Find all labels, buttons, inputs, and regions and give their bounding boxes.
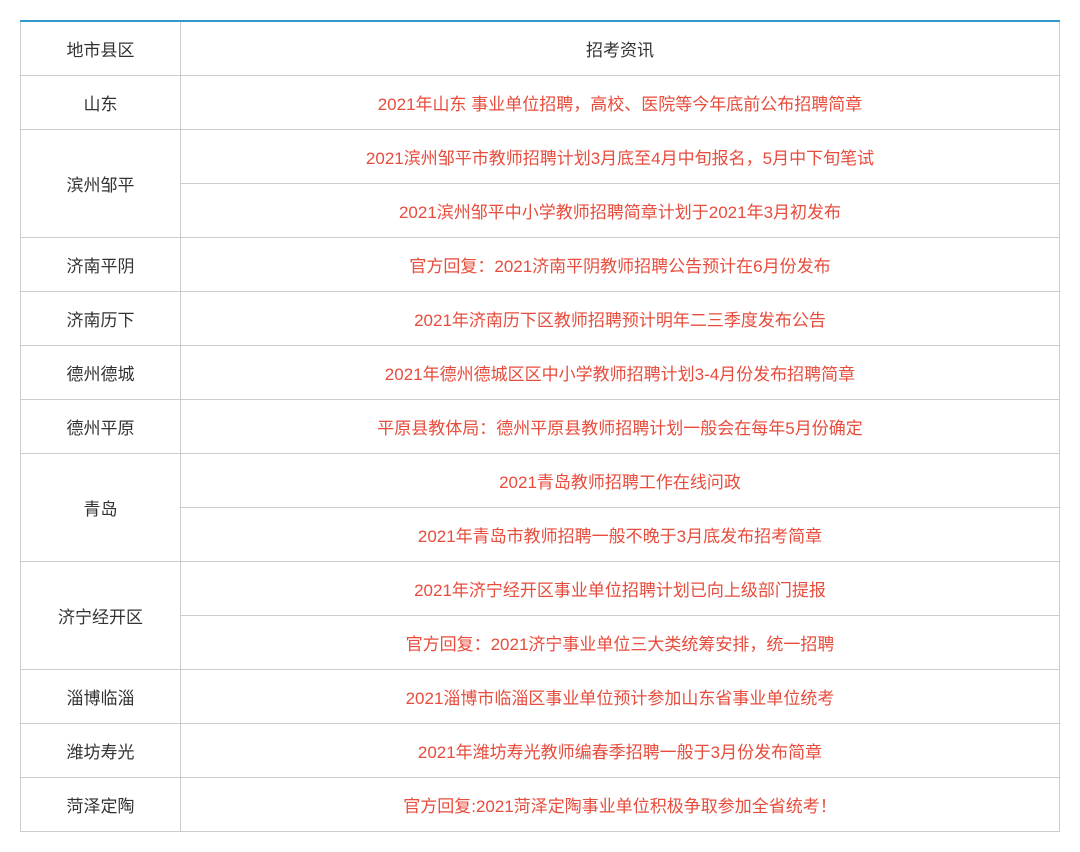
table-row: 滨州邹平 2021滨州邹平市教师招聘计划3月底至4月中旬报名，5月中下旬笔试 bbox=[21, 130, 1060, 184]
info-cell[interactable]: 官方回复:2021菏泽定陶事业单位积极争取参加全省统考！ bbox=[181, 778, 1060, 832]
info-cell[interactable]: 2021青岛教师招聘工作在线问政 bbox=[181, 454, 1060, 508]
info-cell[interactable]: 2021年济宁经开区事业单位招聘计划已向上级部门提报 bbox=[181, 562, 1060, 616]
info-cell[interactable]: 2021年德州德城区区中小学教师招聘计划3-4月份发布招聘简章 bbox=[181, 346, 1060, 400]
info-cell[interactable]: 2021淄博市临淄区事业单位预计参加山东省事业单位统考 bbox=[181, 670, 1060, 724]
table-row: 潍坊寿光 2021年潍坊寿光教师编春季招聘一般于3月份发布简章 bbox=[21, 724, 1060, 778]
info-cell[interactable]: 2021年潍坊寿光教师编春季招聘一般于3月份发布简章 bbox=[181, 724, 1060, 778]
district-cell: 济南平阴 bbox=[21, 238, 181, 292]
table-header-row: 地市县区 招考资讯 bbox=[21, 21, 1060, 76]
info-cell[interactable]: 2021年山东 事业单位招聘，高校、医院等今年底前公布招聘简章 bbox=[181, 76, 1060, 130]
district-cell: 菏泽定陶 bbox=[21, 778, 181, 832]
table-row: 菏泽定陶 官方回复:2021菏泽定陶事业单位积极争取参加全省统考！ bbox=[21, 778, 1060, 832]
district-cell: 德州平原 bbox=[21, 400, 181, 454]
table-row: 山东 2021年山东 事业单位招聘，高校、医院等今年底前公布招聘简章 bbox=[21, 76, 1060, 130]
district-cell: 青岛 bbox=[21, 454, 181, 562]
table-row: 德州平原 平原县教体局：德州平原县教师招聘计划一般会在每年5月份确定 bbox=[21, 400, 1060, 454]
recruitment-table-wrapper: 地市县区 招考资讯 山东 2021年山东 事业单位招聘，高校、医院等今年底前公布… bbox=[20, 20, 1060, 832]
table-row: 济南平阴 官方回复：2021济南平阴教师招聘公告预计在6月份发布 bbox=[21, 238, 1060, 292]
info-cell[interactable]: 官方回复：2021济南平阴教师招聘公告预计在6月份发布 bbox=[181, 238, 1060, 292]
table-row: 青岛 2021青岛教师招聘工作在线问政 bbox=[21, 454, 1060, 508]
table-row: 济宁经开区 2021年济宁经开区事业单位招聘计划已向上级部门提报 bbox=[21, 562, 1060, 616]
info-cell[interactable]: 2021滨州邹平中小学教师招聘简章计划于2021年3月初发布 bbox=[181, 184, 1060, 238]
info-cell[interactable]: 2021年济南历下区教师招聘预计明年二三季度发布公告 bbox=[181, 292, 1060, 346]
table-row: 德州德城 2021年德州德城区区中小学教师招聘计划3-4月份发布招聘简章 bbox=[21, 346, 1060, 400]
header-district: 地市县区 bbox=[21, 21, 181, 76]
district-cell: 山东 bbox=[21, 76, 181, 130]
district-cell: 淄博临淄 bbox=[21, 670, 181, 724]
district-cell: 德州德城 bbox=[21, 346, 181, 400]
district-cell: 滨州邹平 bbox=[21, 130, 181, 238]
info-cell[interactable]: 2021滨州邹平市教师招聘计划3月底至4月中旬报名，5月中下旬笔试 bbox=[181, 130, 1060, 184]
table-row: 淄博临淄 2021淄博市临淄区事业单位预计参加山东省事业单位统考 bbox=[21, 670, 1060, 724]
district-cell: 济宁经开区 bbox=[21, 562, 181, 670]
recruitment-table: 地市县区 招考资讯 山东 2021年山东 事业单位招聘，高校、医院等今年底前公布… bbox=[20, 20, 1060, 832]
info-cell[interactable]: 官方回复：2021济宁事业单位三大类统筹安排，统一招聘 bbox=[181, 616, 1060, 670]
district-cell: 济南历下 bbox=[21, 292, 181, 346]
info-cell[interactable]: 平原县教体局：德州平原县教师招聘计划一般会在每年5月份确定 bbox=[181, 400, 1060, 454]
header-info: 招考资讯 bbox=[181, 21, 1060, 76]
table-body: 山东 2021年山东 事业单位招聘，高校、医院等今年底前公布招聘简章 滨州邹平 … bbox=[21, 76, 1060, 832]
info-cell[interactable]: 2021年青岛市教师招聘一般不晚于3月底发布招考简章 bbox=[181, 508, 1060, 562]
district-cell: 潍坊寿光 bbox=[21, 724, 181, 778]
table-row: 济南历下 2021年济南历下区教师招聘预计明年二三季度发布公告 bbox=[21, 292, 1060, 346]
